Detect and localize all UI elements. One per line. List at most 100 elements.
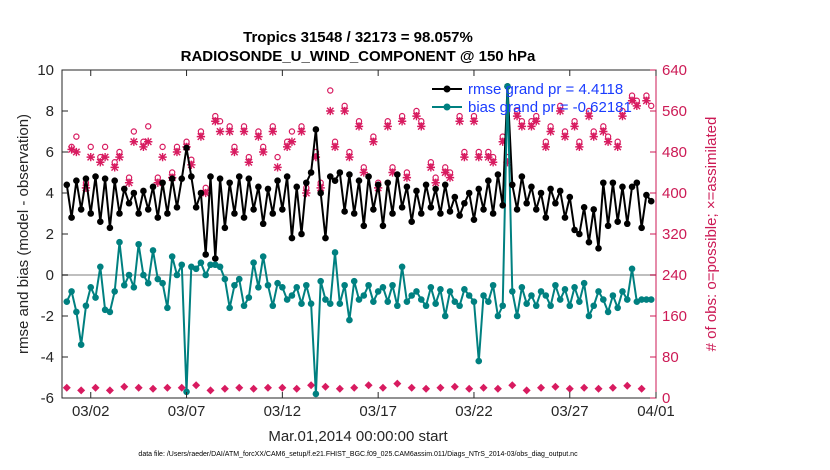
obs-assimilated-marker: [484, 152, 493, 162]
obs-possible-marker: [422, 384, 431, 393]
obs-assimilated-marker: [603, 137, 613, 146]
obs-possible-marker: [450, 382, 459, 391]
rmse-data-point: [346, 171, 353, 178]
rmse-data-point: [231, 210, 238, 217]
obs-assimilated-marker: [455, 117, 464, 126]
bias-data-point: [125, 271, 133, 279]
bias-data-point: [135, 240, 142, 248]
rmse-data-point: [336, 169, 344, 176]
obs-assimilated-marker: [115, 152, 124, 162]
obs-count-markers: [62, 87, 655, 395]
y2-axis-label: # of obs: o=possible; ×=assimilated: [703, 117, 720, 352]
rmse-data-point: [283, 173, 291, 180]
y-tick-label: 2: [46, 226, 54, 243]
rmse-data-point: [207, 173, 214, 180]
bias-data-point: [518, 284, 526, 291]
x-tick-label: 03/02: [72, 403, 110, 420]
bias-data-point: [130, 284, 138, 291]
rmse-data-point: [513, 206, 521, 213]
obs-assimilated-marker: [124, 178, 134, 187]
obs-assimilated-marker: [546, 127, 555, 136]
obs-assimilated-marker: [172, 147, 182, 157]
rmse-data-point: [130, 189, 138, 197]
bias-data-point: [226, 304, 233, 312]
y2-tick-label: 640: [662, 62, 687, 79]
bias-data-point: [336, 300, 344, 308]
rmse-data-point: [240, 214, 248, 221]
bias-data-point: [87, 284, 95, 291]
rmse-data-point: [580, 204, 588, 211]
obs-assimilated-marker: [517, 122, 527, 131]
rmse-data-point: [293, 183, 301, 191]
y2-tick-label: 480: [662, 144, 687, 161]
obs-possible-marker: [307, 381, 316, 390]
bias-data-point: [504, 83, 511, 90]
obs-assimilated-marker: [512, 111, 522, 121]
bias-data-point: [245, 294, 253, 301]
obs-assimilated-marker: [129, 137, 139, 146]
obs-possible-marker: [350, 383, 359, 392]
bias-data-point: [293, 284, 301, 291]
rmse-data-point: [350, 210, 358, 217]
y-axis-label: rmse and bias (model - observation): [15, 114, 32, 354]
obs-assimilated-marker: [503, 158, 512, 167]
obs-possible-marker: [378, 383, 387, 392]
obs-assimilated-marker: [282, 142, 292, 152]
rmse-data-point: [365, 173, 372, 180]
bias-data-point: [346, 316, 353, 324]
bias-data-point: [116, 238, 123, 246]
bias-data-point: [235, 275, 243, 283]
bias-data-point: [374, 288, 382, 295]
bias-data-point: [614, 304, 621, 312]
obs-possible-marker: [508, 381, 517, 390]
rmse-data-point: [403, 183, 411, 191]
obs-assimilated-marker: [618, 111, 627, 121]
y2-tick-label: 0: [662, 390, 670, 407]
rmse-data-point: [63, 181, 71, 189]
bias-data-point: [556, 296, 564, 303]
rmse-data-point: [188, 173, 195, 180]
rmse-data-point: [264, 185, 272, 193]
footnote: data file: /Users/raeder/DAI/ATM_forcXX/…: [138, 451, 578, 458]
bias-data-point: [97, 263, 104, 271]
rmse-data-point: [303, 179, 310, 187]
x-tick-label: 03/07: [168, 403, 206, 420]
bias-data-point: [298, 300, 305, 308]
bias-data-point: [537, 288, 545, 295]
obs-possible-marker: [105, 386, 114, 395]
bias-data-point: [274, 279, 281, 287]
rmse-data-point: [125, 199, 133, 207]
bias-data-point: [432, 300, 439, 308]
rmse-data-point: [508, 181, 516, 189]
rmse-data-point: [552, 199, 559, 207]
rmse-data-point: [235, 173, 243, 180]
obs-assimilated-marker: [345, 152, 354, 162]
rmse-data-point: [485, 177, 492, 184]
obs-assimilated-marker: [211, 117, 220, 126]
obs-assimilated-marker: [359, 168, 368, 177]
bias-data-point: [250, 259, 257, 267]
bias-data-point: [485, 298, 492, 305]
bias-data-point: [231, 281, 238, 289]
rmse-data-point: [470, 216, 478, 223]
obs-possible-marker: [465, 384, 474, 393]
rmse-data-point: [245, 175, 253, 182]
bias-data-point: [403, 298, 411, 305]
rmse-data-point: [288, 234, 296, 242]
bias-data-point: [259, 253, 267, 260]
bias-data-point: [595, 288, 602, 295]
rmse-data-point: [571, 226, 578, 234]
bias-data-point: [604, 308, 612, 316]
rmse-data-point: [355, 177, 363, 184]
obs-assimilated-marker: [201, 188, 210, 198]
rmse-data-point: [279, 206, 286, 213]
obs-assimilated-marker: [570, 122, 579, 131]
bias-data-point: [456, 302, 463, 310]
bias-data-point: [461, 286, 468, 293]
bias-data-point: [499, 302, 507, 310]
rmse-data-point: [211, 255, 219, 262]
obs-assimilated-marker: [273, 163, 282, 172]
bias-data-point: [106, 308, 114, 316]
obs-possible-marker: [206, 386, 215, 395]
obs-assimilated-marker: [632, 101, 641, 111]
